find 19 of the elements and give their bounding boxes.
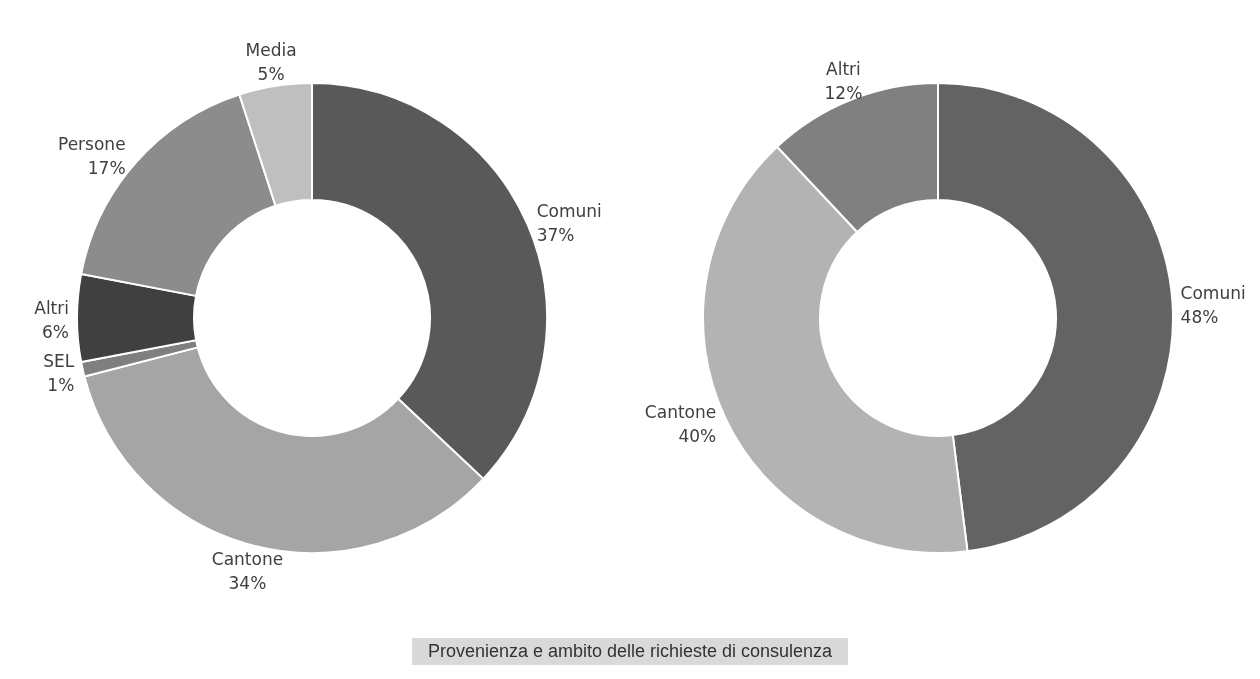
slice-label: SEL: [43, 351, 75, 372]
slice-label: Media: [245, 39, 297, 60]
data-label: 12%: [824, 83, 863, 104]
slice-label: Persone: [58, 133, 126, 154]
data-label: 48%: [1180, 306, 1219, 327]
data-label: 34%: [228, 573, 267, 594]
data-label: 37%: [536, 224, 575, 245]
slice-label: Cantone: [211, 549, 284, 570]
slice-label: Cantone: [644, 402, 717, 423]
text: Provenienza e ambito delle richieste di consulenza: [411, 638, 849, 665]
data-label: 5%: [257, 63, 285, 84]
data-label: 40%: [678, 426, 717, 447]
slice-label: Comuni: [1180, 282, 1246, 303]
data-label: 6%: [42, 322, 69, 342]
data-label: 17%: [87, 157, 126, 178]
slice-label: Comuni: [536, 200, 602, 221]
slice-label: Altri: [34, 298, 69, 318]
slice-label: Altri: [826, 59, 861, 80]
data-label: 1%: [47, 375, 75, 396]
